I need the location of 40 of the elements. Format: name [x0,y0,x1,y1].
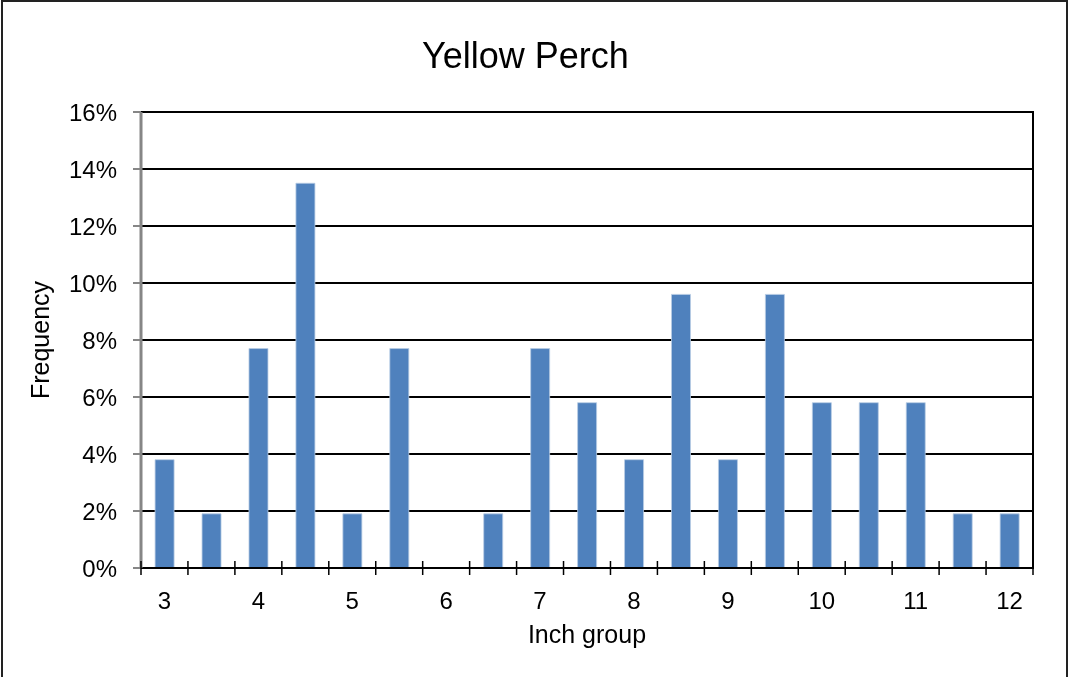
y-tick-label: 8% [82,326,117,354]
y-tick-label: 6% [82,383,117,411]
x-tick-label: 4 [251,587,266,615]
bar [905,402,926,568]
bar [295,182,316,568]
chart-title: Yellow Perch [421,35,630,76]
bar [671,294,691,568]
bar [342,513,363,568]
y-tick-label: 2% [82,497,117,525]
x-tick-label: 3 [157,587,172,615]
x-tick-label: 11 [903,587,929,615]
bar [483,513,504,568]
x-tick-label: 6 [439,587,453,615]
bar [811,402,832,568]
y-tick-label: 14% [68,155,117,183]
x-tick-label: 5 [345,587,359,615]
x-tick-label: 12 [996,587,1023,615]
bar [718,459,738,568]
x-tick-label: 10 [808,587,836,615]
bar [248,348,269,568]
y-tick-label: 10% [68,269,117,297]
x-tick-label: 9 [721,587,735,615]
y-tick-label: 16% [68,98,117,126]
x-tick-label: 8 [627,587,641,615]
bar [389,348,410,568]
bar [952,513,973,568]
y-tick-label: 0% [82,554,117,582]
y-tick-label: 4% [82,440,117,468]
x-axis-title: Inch group [527,620,647,648]
bar [530,348,551,568]
bar [577,402,598,568]
bar [201,513,222,568]
y-axis-title: Frequency [25,280,54,400]
x-tick-label: 7 [533,587,547,615]
bar [858,402,879,568]
y-tick-label: 12% [68,212,117,240]
bar [999,513,1020,568]
bar [154,459,175,568]
bar [624,459,644,568]
bar [765,294,785,568]
